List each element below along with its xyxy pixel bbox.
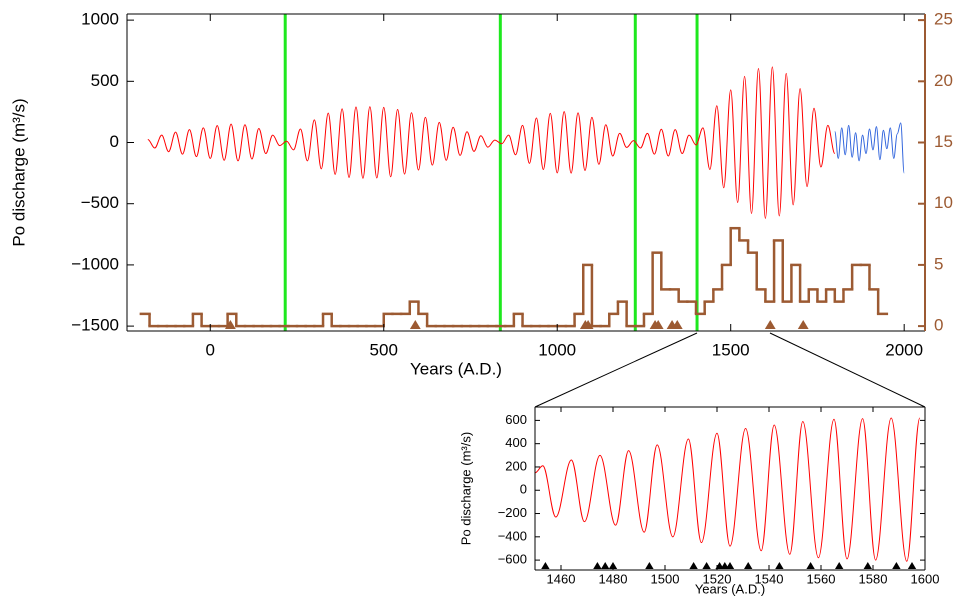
event-marker — [409, 320, 421, 329]
y-tick-label: −400 — [498, 528, 527, 543]
x-tick-label: 1480 — [599, 571, 628, 586]
x-axis-label: Years (A.D.) — [410, 359, 502, 378]
event-marker — [652, 320, 664, 329]
x-axis-label: Years (A.D.) — [695, 581, 765, 596]
zoom-connector — [769, 332, 926, 408]
y-tick-label: 0 — [110, 132, 119, 151]
zoom-connector — [534, 332, 698, 408]
x-tick-label: 500 — [370, 340, 398, 359]
event-marker — [725, 562, 735, 569]
event-marker — [892, 562, 901, 569]
x-tick-label: 1000 — [538, 340, 576, 359]
y-axis-label: Po discharge (m³/s) — [9, 98, 28, 246]
y2-tick-label: 5 — [934, 254, 943, 273]
y-tick-label: −1500 — [71, 316, 119, 335]
y-tick-label: −200 — [498, 505, 527, 520]
x-tick-label: 2000 — [885, 340, 923, 359]
x-tick-label: 1560 — [807, 571, 836, 586]
y2-tick-label: 0 — [934, 316, 943, 335]
event-marker — [541, 562, 550, 569]
event-marker — [764, 320, 776, 329]
event-marker — [582, 320, 594, 329]
y-tick-label: 400 — [505, 435, 527, 450]
event-marker — [601, 562, 610, 569]
y2-tick-label: 10 — [934, 193, 953, 212]
x-tick-label: 0 — [206, 340, 215, 359]
y-tick-label: −600 — [498, 552, 527, 567]
event-marker — [702, 562, 711, 569]
y-axis-label: Po discharge (m³/s) — [458, 432, 473, 545]
y-tick-label: 500 — [91, 71, 119, 90]
x-tick-label: 1580 — [859, 571, 888, 586]
event-marker — [775, 562, 784, 569]
y-tick-label: −1000 — [71, 254, 119, 273]
y2-tick-label: 15 — [934, 132, 953, 151]
y-tick-label: 600 — [505, 412, 527, 427]
event-marker — [744, 562, 753, 569]
x-tick-label: 1500 — [651, 571, 680, 586]
event-marker — [863, 562, 872, 569]
y-tick-label: 1000 — [81, 10, 119, 29]
event-marker — [224, 320, 236, 329]
event-marker — [645, 562, 654, 569]
event-marker — [593, 562, 602, 569]
y-tick-label: 0 — [520, 482, 527, 497]
y2-tick-label: 25 — [934, 10, 953, 29]
x-tick-label: 1540 — [755, 571, 784, 586]
event-marker — [671, 320, 683, 329]
data-line — [534, 417, 921, 562]
x-tick-label: 1600 — [911, 571, 940, 586]
data-line — [834, 122, 905, 174]
event-marker — [835, 562, 844, 569]
y-tick-label: 200 — [505, 458, 527, 473]
event-marker — [689, 562, 698, 569]
event-marker — [907, 562, 917, 569]
event-marker — [797, 320, 809, 329]
data-line — [147, 66, 836, 219]
x-tick-label: 1520 — [703, 571, 732, 586]
y2-tick-label: 20 — [934, 71, 953, 90]
y-tick-label: −500 — [81, 193, 119, 212]
event-marker — [806, 562, 815, 569]
x-tick-label: 1460 — [547, 571, 576, 586]
x-tick-label: 1500 — [712, 340, 750, 359]
